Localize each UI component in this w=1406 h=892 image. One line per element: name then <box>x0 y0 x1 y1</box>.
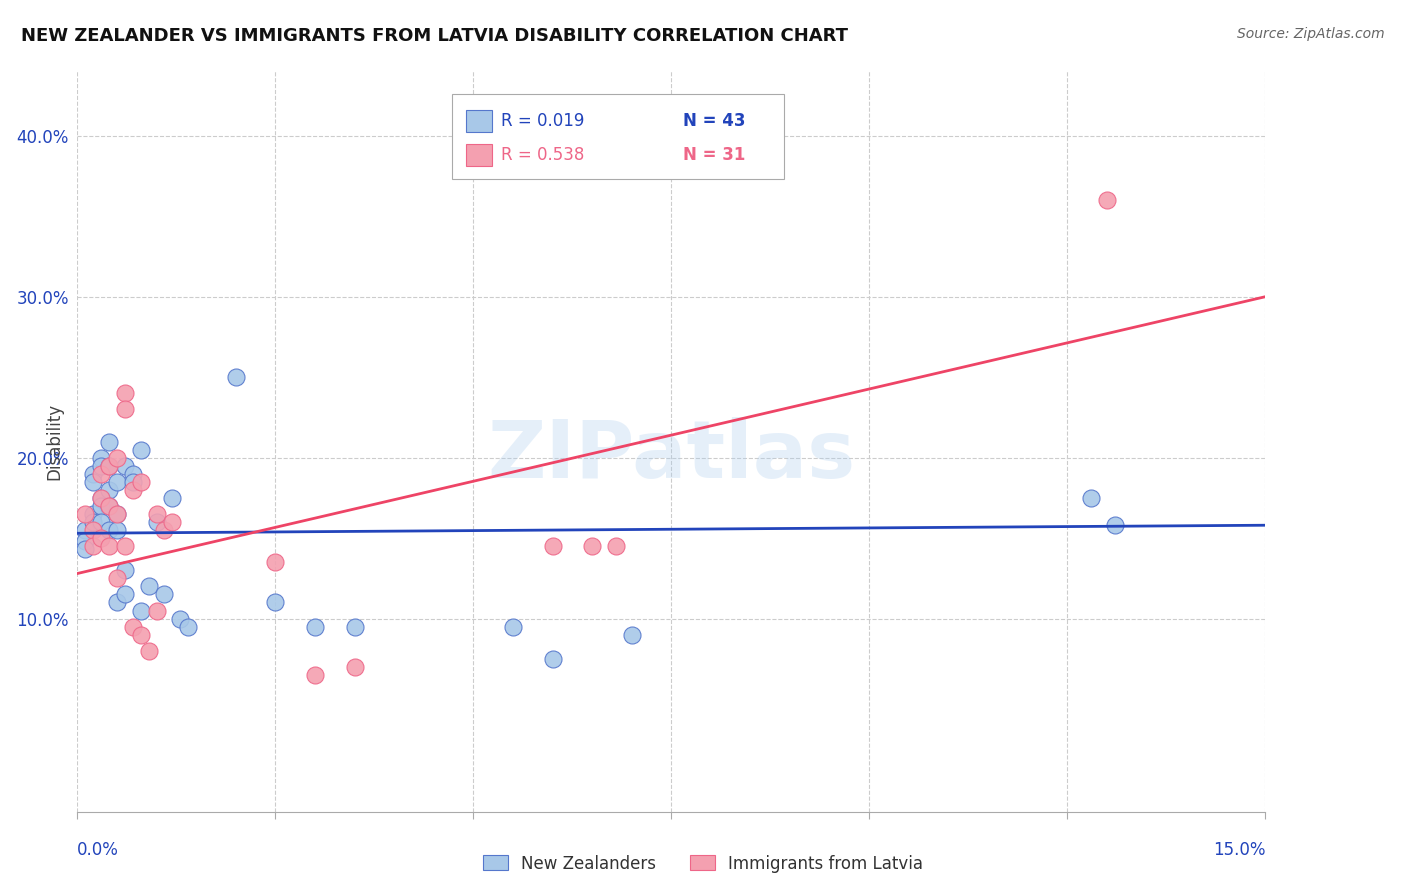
Point <box>121 467 143 481</box>
Point <box>90 450 112 465</box>
Point <box>121 483 143 497</box>
Point <box>145 603 167 617</box>
Point <box>98 499 121 513</box>
Point <box>304 619 326 633</box>
Point <box>1104 518 1126 533</box>
Point <box>581 539 603 553</box>
Point <box>114 539 136 553</box>
Point <box>541 539 564 553</box>
Point <box>98 539 121 553</box>
Point <box>114 386 136 401</box>
Text: NEW ZEALANDER VS IMMIGRANTS FROM LATVIA DISABILITY CORRELATION CHART: NEW ZEALANDER VS IMMIGRANTS FROM LATVIA … <box>21 27 848 45</box>
Point <box>129 628 152 642</box>
Point <box>82 523 104 537</box>
Text: ZIPatlas: ZIPatlas <box>488 417 855 495</box>
Bar <box>465 110 492 132</box>
Point <box>114 587 136 601</box>
Text: N = 31: N = 31 <box>683 146 745 164</box>
Point <box>121 475 143 489</box>
Point <box>145 515 167 529</box>
Text: R = 0.538: R = 0.538 <box>502 146 585 164</box>
Point <box>162 515 184 529</box>
Point <box>620 628 643 642</box>
FancyBboxPatch shape <box>451 94 785 178</box>
Point <box>82 507 104 521</box>
Point <box>105 571 128 585</box>
Text: 0.0%: 0.0% <box>77 841 120 859</box>
Text: N = 43: N = 43 <box>683 112 745 130</box>
Point <box>114 402 136 417</box>
Point <box>1095 193 1118 207</box>
Point <box>105 475 128 489</box>
Point <box>105 450 128 465</box>
Legend: New Zealanders, Immigrants from Latvia: New Zealanders, Immigrants from Latvia <box>477 848 929 880</box>
Point <box>121 619 143 633</box>
Point <box>82 475 104 489</box>
Point <box>82 539 104 553</box>
Y-axis label: Disability: Disability <box>45 403 63 480</box>
Point <box>264 555 287 569</box>
Point <box>90 467 112 481</box>
Point <box>304 668 326 682</box>
Point <box>153 523 176 537</box>
Point <box>225 370 247 384</box>
Point <box>1080 491 1102 505</box>
Point <box>502 619 524 633</box>
Point <box>129 603 152 617</box>
Point <box>82 515 104 529</box>
Point <box>90 531 112 545</box>
Point <box>98 499 121 513</box>
Point <box>98 523 121 537</box>
Point <box>75 523 97 537</box>
Point <box>75 534 97 549</box>
Point <box>129 475 152 489</box>
Point <box>90 515 112 529</box>
Text: R = 0.019: R = 0.019 <box>502 112 585 130</box>
Point <box>75 507 97 521</box>
Point <box>105 595 128 609</box>
Bar <box>465 144 492 166</box>
Point <box>98 434 121 449</box>
Text: 15.0%: 15.0% <box>1213 841 1265 859</box>
Point <box>145 507 167 521</box>
Point <box>153 587 176 601</box>
Point <box>98 483 121 497</box>
Point <box>129 442 152 457</box>
Point <box>98 458 121 473</box>
Point <box>605 539 627 553</box>
Point <box>90 491 112 505</box>
Point <box>264 595 287 609</box>
Text: Source: ZipAtlas.com: Source: ZipAtlas.com <box>1237 27 1385 41</box>
Point <box>75 542 97 557</box>
Point <box>169 611 191 625</box>
Point <box>177 619 200 633</box>
Point <box>90 499 112 513</box>
Point <box>105 507 128 521</box>
Point <box>105 507 128 521</box>
Point <box>343 619 366 633</box>
Point <box>138 579 160 593</box>
Point <box>114 563 136 577</box>
Point <box>90 491 112 505</box>
Point <box>82 467 104 481</box>
Point <box>90 458 112 473</box>
Point <box>541 652 564 666</box>
Point <box>105 523 128 537</box>
Point <box>98 458 121 473</box>
Point <box>343 660 366 674</box>
Point <box>138 644 160 658</box>
Point <box>114 458 136 473</box>
Point <box>162 491 184 505</box>
